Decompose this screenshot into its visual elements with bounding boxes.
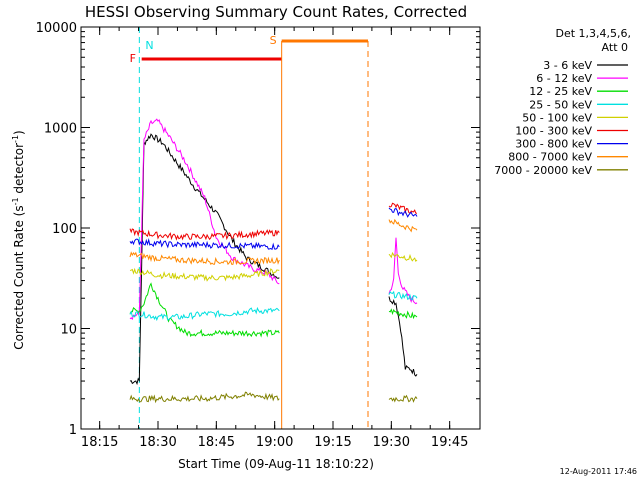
series-line-7-segment-0 [129, 251, 280, 266]
series-line-2-segment-1 [388, 308, 418, 320]
x-tick-label: 19:45 [431, 435, 468, 450]
series-line-4-segment-0 [129, 267, 280, 282]
series-line-1-segment-0 [129, 118, 280, 321]
x-tick-label: 19:30 [373, 435, 410, 450]
series-line-5-segment-1 [388, 202, 418, 215]
series-line-0-segment-1 [388, 296, 418, 377]
series-line-7-segment-1 [388, 218, 418, 233]
series-line-6-segment-1 [388, 207, 418, 218]
legend-label-4: 50 - 100 keV [522, 111, 592, 124]
series-layer [129, 118, 418, 404]
legend-label-7: 800 - 7000 keV [508, 151, 592, 164]
legend-label-6: 300 - 800 keV [515, 138, 592, 151]
y-label-sup2: -1 [11, 135, 20, 143]
legend-header-line-1: Det 1,3,4,5,6, [555, 27, 631, 40]
legend-header-line-2: Att 0 [602, 41, 628, 54]
y-tick-label: 1000 [44, 122, 77, 137]
y-label-mid: detector [12, 143, 26, 198]
series-line-4-segment-1 [388, 251, 418, 262]
series-line-1-segment-1 [388, 237, 418, 305]
series-line-8-segment-0 [129, 391, 280, 404]
y-tick-label: 10 [60, 323, 77, 338]
y-tick-label: 10000 [36, 21, 77, 36]
y-tick-label: 1 [69, 423, 77, 438]
legend-label-1: 6 - 12 keV [536, 72, 592, 85]
series-line-3-segment-1 [388, 290, 418, 301]
x-axis-label: Start Time (09-Aug-11 18:10:22) [178, 457, 374, 471]
series-line-6-segment-0 [129, 238, 280, 251]
flag-s-label: S [270, 34, 277, 47]
series-line-3-segment-0 [129, 306, 280, 322]
y-label-end: ) [12, 130, 26, 135]
y-label-main: Corrected Count Rate (s [12, 205, 26, 349]
y-axis-label: Corrected Count Rate (s-1 detector-1) [11, 130, 26, 349]
series-line-8-segment-1 [388, 394, 418, 403]
legend-label-5: 100 - 300 keV [515, 125, 592, 138]
x-tick-label: 19:15 [314, 435, 351, 450]
timestamp: 12-Aug-2011 17:46 [560, 467, 637, 476]
y-tick-label: 100 [52, 222, 77, 237]
y-label-sup1: -1 [11, 197, 20, 205]
x-axis-ticks: 18:15 18:30 18:45 19:00 19:15 19:30 19:45 [81, 27, 468, 450]
x-tick-label: 18:15 [81, 435, 118, 450]
chart-title: HESSI Observing Summary Count Rates, Cor… [85, 3, 467, 21]
x-tick-label: 19:00 [256, 435, 293, 450]
series-line-2-segment-0 [129, 282, 280, 338]
flag-f-label: F [130, 52, 136, 65]
x-tick-label: 18:30 [139, 435, 176, 450]
legend-label-8: 7000 - 20000 keV [494, 164, 592, 177]
flag-n-label: N [145, 39, 153, 52]
series-line-5-segment-0 [129, 228, 280, 241]
legend-label-3: 25 - 50 keV [529, 98, 592, 111]
y-axis-ticks: 1 10 100 1000 10000 [36, 21, 480, 438]
x-tick-label: 18:45 [198, 435, 235, 450]
legend-label-2: 12 - 25 keV [529, 85, 592, 98]
legend-label-0: 3 - 6 keV [543, 59, 592, 72]
